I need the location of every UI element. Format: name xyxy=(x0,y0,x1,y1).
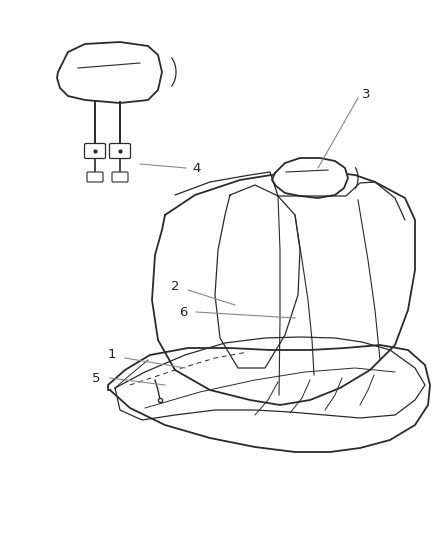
Polygon shape xyxy=(272,158,348,198)
Text: 4: 4 xyxy=(192,161,200,174)
Polygon shape xyxy=(57,42,162,103)
Text: 3: 3 xyxy=(362,88,371,101)
Text: 6: 6 xyxy=(179,305,187,319)
Text: 2: 2 xyxy=(172,280,180,294)
FancyBboxPatch shape xyxy=(112,172,128,182)
Text: 5: 5 xyxy=(92,372,100,384)
FancyBboxPatch shape xyxy=(110,143,131,158)
Polygon shape xyxy=(108,345,430,452)
Text: 1: 1 xyxy=(107,348,116,360)
FancyBboxPatch shape xyxy=(87,172,103,182)
Polygon shape xyxy=(152,172,415,405)
FancyBboxPatch shape xyxy=(85,143,106,158)
